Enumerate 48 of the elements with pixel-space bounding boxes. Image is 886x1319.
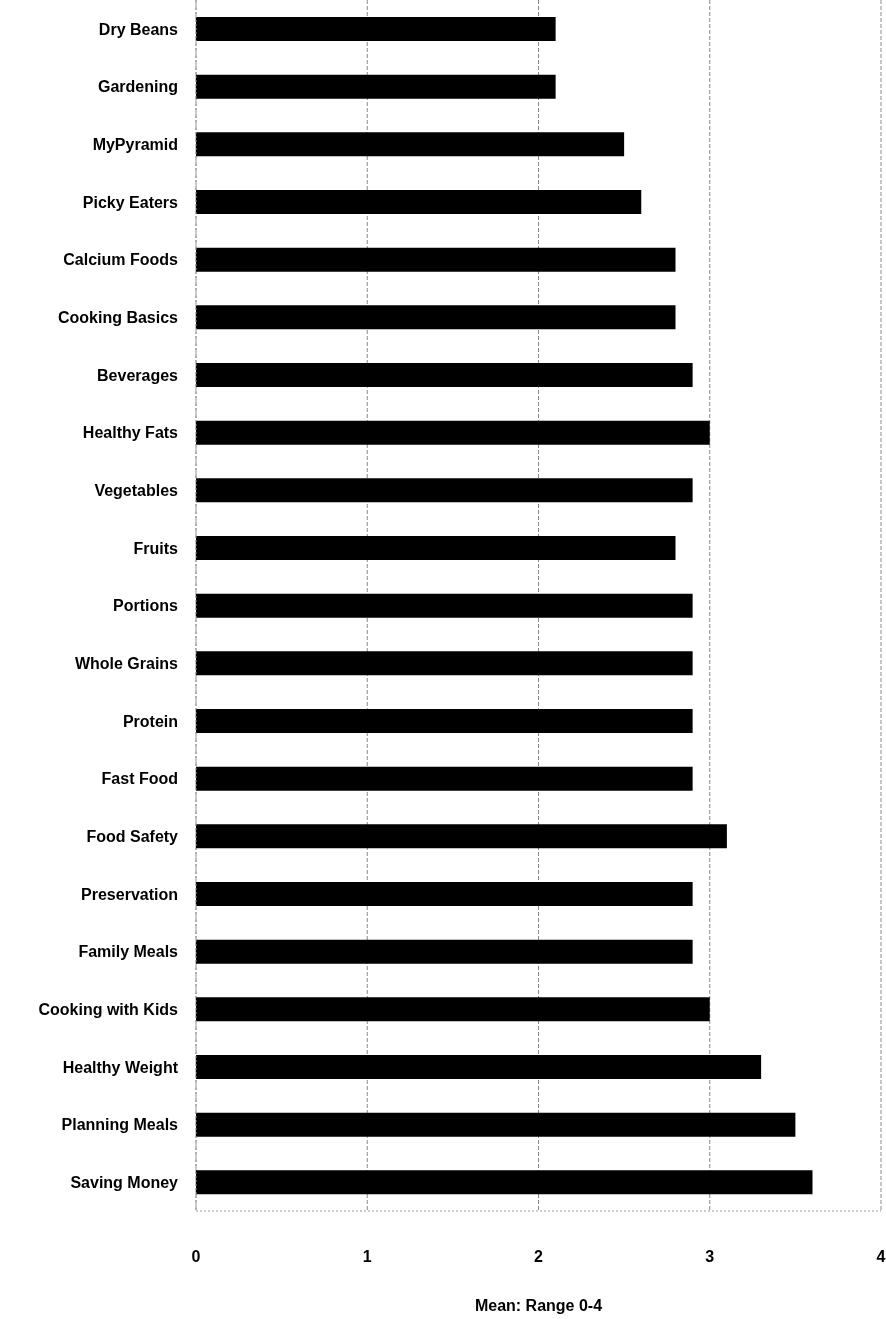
bar	[196, 882, 693, 906]
y-tick-label: Beverages	[97, 366, 179, 384]
y-tick-label: Fruits	[133, 539, 179, 557]
x-tick-label: 4	[876, 1248, 886, 1266]
y-tick-label: Fast Food	[101, 770, 178, 788]
y-tick-label: Protein	[122, 712, 178, 730]
y-tick-label: Dry Beans	[98, 20, 179, 38]
y-tick-label: Healthy Fats	[82, 424, 179, 442]
x-tick-label: 0	[191, 1248, 201, 1266]
y-tick-label: Picky Eaters	[82, 193, 179, 211]
bar	[196, 766, 693, 791]
bar	[196, 190, 642, 214]
y-tick-label: Saving Money	[70, 1173, 179, 1191]
y-tick-label: Calcium Foods	[63, 251, 179, 269]
bar	[196, 997, 710, 1022]
y-tick-label: MyPyramid	[92, 135, 178, 153]
bar	[196, 1112, 796, 1137]
bar	[196, 593, 693, 618]
bar	[196, 363, 693, 387]
x-axis-title: Mean: Range 0-4	[474, 1297, 603, 1314]
y-tick-label: Gardening	[97, 78, 178, 96]
y-tick-label: Whole Grains	[74, 654, 179, 672]
bar	[196, 420, 710, 445]
bar	[196, 1170, 813, 1195]
x-tick-label: 1	[362, 1248, 372, 1266]
bar	[196, 74, 556, 99]
y-tick-label: Planning Meals	[61, 1116, 179, 1134]
bar	[196, 939, 693, 964]
y-tick-label: Vegetables	[94, 481, 179, 499]
bar	[196, 1055, 762, 1079]
bar	[196, 824, 727, 849]
y-tick-label: Preservation	[81, 885, 178, 903]
y-tick-label: Cooking with Kids	[38, 1000, 179, 1018]
bar	[196, 536, 676, 560]
y-tick-label: Healthy Weight	[62, 1058, 179, 1076]
bar	[196, 478, 693, 503]
bar	[196, 132, 625, 157]
x-tick-label: 2	[534, 1248, 544, 1266]
bar	[196, 17, 556, 41]
bar	[196, 247, 676, 272]
bar	[196, 305, 676, 330]
y-tick-label: Portions	[113, 597, 179, 615]
y-tick-label: Cooking Basics	[57, 308, 179, 326]
bar	[196, 651, 693, 676]
y-tick-label: Food Safety	[86, 827, 179, 845]
y-tick-label: Family Meals	[78, 943, 179, 961]
bar	[196, 709, 693, 733]
x-tick-label: 3	[705, 1248, 715, 1266]
